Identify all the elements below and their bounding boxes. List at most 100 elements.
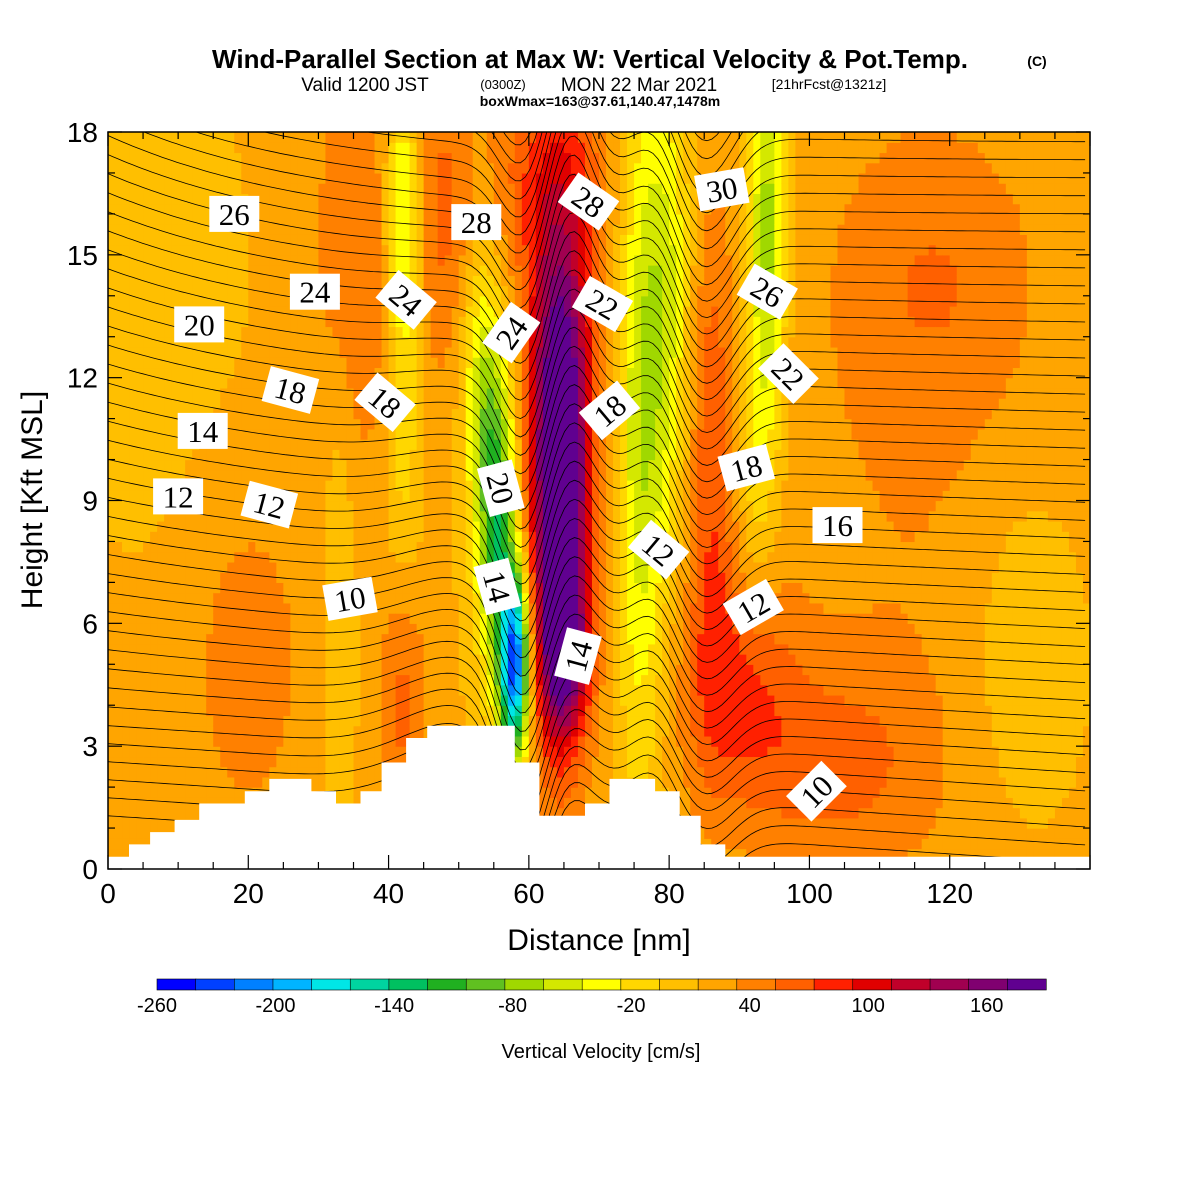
velocity-cell (262, 439, 270, 450)
velocity-cell (535, 203, 544, 215)
velocity-cell (521, 346, 530, 358)
velocity-cell (472, 643, 481, 655)
velocity-cell (227, 346, 235, 358)
velocity-cell (220, 551, 228, 563)
velocity-cell (451, 275, 460, 287)
velocity-cell (437, 582, 446, 594)
velocity-cell (563, 674, 572, 686)
velocity-cell (115, 500, 123, 512)
velocity-cell (311, 490, 320, 502)
velocity-cell (199, 541, 207, 553)
velocity-cell (115, 428, 123, 440)
velocity-cell (339, 613, 348, 624)
velocity-cell (136, 510, 144, 522)
velocity-cell (542, 572, 551, 583)
velocity-cell (290, 541, 298, 553)
velocity-cell (458, 490, 467, 502)
velocity-cell (479, 398, 488, 409)
velocity-cell (248, 275, 256, 287)
velocity-cell (143, 787, 151, 798)
velocity-cell (276, 265, 284, 276)
velocity-cell (115, 408, 123, 420)
velocity-cell (227, 418, 235, 430)
velocity-cell (451, 428, 460, 440)
velocity-cell (234, 500, 242, 512)
velocity-cell (451, 244, 460, 256)
velocity-cell (451, 193, 460, 205)
velocity-cell (304, 132, 313, 143)
velocity-cell (472, 654, 481, 665)
velocity-cell (374, 664, 383, 676)
velocity-cell (346, 776, 355, 788)
velocity-cell (192, 592, 200, 604)
velocity-cell (409, 500, 418, 512)
velocity-cell (122, 346, 130, 358)
velocity-cell (360, 285, 369, 297)
velocity-cell (122, 183, 130, 195)
velocity-cell (171, 510, 179, 522)
velocity-cell (542, 418, 551, 430)
velocity-cell (437, 275, 446, 287)
chart-title: Wind-Parallel Section at Max W: Vertical… (212, 44, 968, 74)
velocity-cell (402, 561, 411, 573)
velocity-cell (346, 725, 355, 737)
velocity-cell (290, 469, 298, 481)
velocity-cell (556, 203, 565, 215)
velocity-cell (220, 797, 228, 809)
velocity-cell (227, 265, 235, 276)
velocity-cell (374, 572, 383, 583)
velocity-cell (514, 572, 523, 583)
velocity-cell (192, 725, 200, 737)
velocity-cell (255, 387, 263, 399)
velocity-cell (584, 326, 593, 338)
velocity-cell (514, 254, 523, 266)
velocity-cell (507, 510, 516, 522)
velocity-cell (115, 193, 123, 205)
velocity-cell (346, 132, 355, 143)
velocity-cell (164, 725, 172, 737)
velocity-cell (577, 275, 586, 287)
velocity-cell (500, 367, 509, 379)
velocity-cell (171, 408, 179, 420)
velocity-cell (262, 265, 270, 276)
velocity-cell (332, 439, 341, 450)
velocity-cell (402, 152, 411, 164)
velocity-cell (150, 602, 158, 614)
velocity-cell (542, 674, 551, 686)
velocity-cell (283, 572, 291, 583)
velocity-cell (430, 694, 439, 706)
velocity-cell (542, 183, 551, 195)
velocity-cell (220, 377, 228, 389)
velocity-cell (290, 265, 298, 276)
velocity-cell (472, 500, 481, 512)
velocity-cell (465, 684, 474, 696)
velocity-cell (115, 807, 123, 819)
velocity-cell (465, 183, 474, 195)
velocity-cell (535, 162, 544, 174)
velocity-cell (199, 776, 207, 788)
velocity-cell (143, 224, 151, 235)
velocity-cell (318, 418, 327, 430)
velocity-cell (143, 398, 151, 409)
velocity-cell (185, 541, 193, 553)
velocity-cell (136, 408, 144, 420)
velocity-cell (423, 285, 432, 297)
velocity-cell (199, 531, 207, 543)
velocity-cell (556, 684, 565, 696)
velocity-cell (164, 531, 172, 543)
velocity-cell (346, 418, 355, 430)
velocity-cell (206, 265, 214, 276)
velocity-cell (549, 316, 558, 328)
velocity-cell (430, 183, 439, 195)
velocity-cell (213, 694, 221, 706)
velocity-cell (311, 674, 320, 686)
velocity-cell (353, 520, 362, 532)
velocity-cell (521, 715, 530, 727)
velocity-cell (122, 285, 130, 297)
velocity-cell (374, 336, 383, 348)
velocity-cell (255, 592, 263, 604)
velocity-cell (164, 306, 172, 317)
velocity-cell (528, 336, 537, 348)
velocity-cell (136, 551, 144, 563)
velocity-cell (416, 387, 425, 399)
